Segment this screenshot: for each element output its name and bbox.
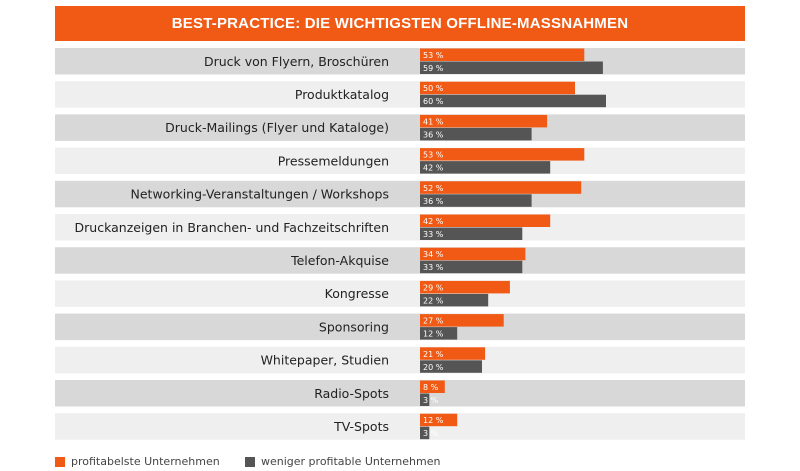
category-label-pressemeldungen: Pressemeldungen — [278, 153, 389, 168]
category-label-druck-von-flyern-brosch-ren: Druck von Flyern, Broschüren — [204, 54, 389, 69]
bar-less-profitable-druckanzeigen-in-branchen-und-fachzeitschriften — [420, 227, 523, 240]
bar-profitable-networking-veranstaltungen-workshops — [420, 181, 582, 194]
bar-profitable-kongresse — [420, 280, 510, 294]
category-label-kongresse: Kongresse — [325, 286, 390, 301]
bar-less-profitable-networking-veranstaltungen-workshops — [420, 194, 532, 207]
data-label-profitable-druckanzeigen-in-branchen-und-fachzeitschriften: 42 % — [423, 217, 444, 226]
bar-less-profitable-kongresse — [420, 293, 489, 307]
bar-less-profitable-pressemeldungen — [420, 161, 551, 174]
data-label-less-profitable-whitepaper-studien: 20 % — [423, 363, 444, 372]
category-label-tv-spots: TV-Spots — [333, 419, 389, 434]
legend-item-profitable: profitabelste Unternehmen — [55, 455, 220, 468]
row-background-telefon-akquise — [55, 247, 745, 274]
data-label-profitable-druck-mailings-flyer-und-kataloge: 41 % — [423, 117, 444, 126]
category-label-radio-spots: Radio-Spots — [314, 386, 389, 401]
row-background-radio-spots — [55, 380, 745, 407]
data-label-profitable-whitepaper-studien: 21 % — [423, 350, 444, 359]
data-label-less-profitable-tv-spots: 3 % — [423, 429, 439, 438]
data-label-profitable-radio-spots: 8 % — [423, 383, 439, 392]
data-label-less-profitable-sponsoring: 12 % — [423, 330, 444, 339]
bar-less-profitable-sponsoring — [420, 327, 458, 340]
row-background-pressemeldungen — [55, 147, 745, 175]
bar-less-profitable-druck-mailings-flyer-und-kataloge — [420, 127, 532, 141]
row-background-whitepaper-studien — [55, 346, 745, 374]
data-label-profitable-tv-spots: 12 % — [423, 416, 444, 425]
data-label-profitable-telefon-akquise: 34 % — [423, 250, 444, 259]
bar-profitable-radio-spots — [420, 380, 445, 393]
row-background-kongresse — [55, 280, 745, 307]
row-background-druck-von-flyern-brosch-ren — [55, 48, 745, 75]
legend-label-less-profitable: weniger profitable Unternehmen — [261, 455, 441, 468]
data-label-profitable-produktkatalog: 50 % — [423, 84, 444, 93]
category-label-telefon-akquise: Telefon-Akquise — [290, 253, 389, 268]
bar-profitable-tv-spots — [420, 413, 458, 427]
data-label-less-profitable-druck-von-flyern-brosch-ren: 59 % — [423, 64, 444, 73]
data-label-less-profitable-pressemeldungen: 42 % — [423, 164, 444, 173]
row-background-druckanzeigen-in-branchen-und-fachzeitschriften — [55, 214, 745, 241]
bar-profitable-druck-von-flyern-brosch-ren — [420, 48, 585, 61]
legend-swatch-profitable — [55, 456, 65, 467]
data-label-profitable-druck-von-flyern-brosch-ren: 53 % — [423, 51, 444, 60]
data-label-less-profitable-radio-spots: 3 % — [423, 396, 439, 405]
category-label-whitepaper-studien: Whitepaper, Studien — [261, 353, 389, 368]
category-label-sponsoring: Sponsoring — [319, 319, 389, 334]
data-label-less-profitable-produktkatalog: 60 % — [423, 97, 444, 106]
bar-less-profitable-produktkatalog — [420, 94, 606, 108]
bar-less-profitable-druck-von-flyern-brosch-ren — [420, 61, 603, 74]
data-label-less-profitable-kongresse: 22 % — [423, 296, 444, 305]
data-label-profitable-pressemeldungen: 53 % — [423, 151, 444, 160]
row-background-networking-veranstaltungen-workshops — [55, 180, 745, 208]
legend-swatch-less-profitable — [245, 456, 255, 467]
bar-profitable-sponsoring — [420, 314, 504, 327]
bar-less-profitable-radio-spots — [420, 393, 430, 406]
bar-less-profitable-telefon-akquise — [420, 260, 523, 274]
row-background-tv-spots — [55, 413, 745, 440]
bar-chart: Druck von Flyern, Broschüren 53 % 59 % Prod… — [55, 48, 745, 440]
bar-less-profitable-tv-spots — [420, 426, 430, 440]
bar-profitable-produktkatalog — [420, 81, 575, 95]
bar-profitable-whitepaper-studien — [420, 347, 486, 360]
row-background-druck-mailings-flyer-und-kataloge — [55, 114, 745, 141]
chart-title: BEST-PRACTICE: DIE WICHTIGSTEN OFFLINE-M… — [55, 6, 745, 41]
bar-profitable-pressemeldungen — [420, 148, 585, 161]
data-label-less-profitable-druckanzeigen-in-branchen-und-fachzeitschriften: 33 % — [423, 230, 444, 239]
data-label-less-profitable-druck-mailings-flyer-und-kataloge: 36 % — [423, 130, 444, 139]
bar-profitable-druckanzeigen-in-branchen-und-fachzeitschriften — [420, 214, 551, 227]
data-label-profitable-networking-veranstaltungen-workshops: 52 % — [423, 184, 444, 193]
category-label-produktkatalog: Produktkatalog — [295, 87, 389, 102]
row-background-sponsoring — [55, 313, 745, 341]
data-label-profitable-sponsoring: 27 % — [423, 317, 444, 326]
data-label-less-profitable-telefon-akquise: 33 % — [423, 263, 444, 272]
chart-title-text: BEST-PRACTICE: DIE WICHTIGSTEN OFFLINE-M… — [171, 15, 629, 32]
data-label-less-profitable-networking-veranstaltungen-workshops: 36 % — [423, 197, 444, 206]
category-label-networking-veranstaltungen-workshops: Networking-Veranstaltungen / Workshops — [131, 187, 389, 202]
row-background-produktkatalog — [55, 81, 745, 108]
legend-label-profitable: profitabelste Unternehmen — [71, 455, 220, 468]
category-label-druckanzeigen-in-branchen-und-fachzeitschriften: Druckanzeigen in Branchen- und Fachzeits… — [75, 220, 389, 235]
bar-less-profitable-whitepaper-studien — [420, 360, 482, 373]
bar-profitable-druck-mailings-flyer-und-kataloge — [420, 114, 548, 128]
category-label-druck-mailings-flyer-und-kataloge: Druck-Mailings (Flyer und Kataloge) — [165, 120, 389, 135]
data-label-profitable-kongresse: 29 % — [423, 283, 444, 292]
legend-item-less-profitable: weniger profitable Unternehmen — [245, 455, 440, 468]
bar-profitable-telefon-akquise — [420, 247, 526, 261]
